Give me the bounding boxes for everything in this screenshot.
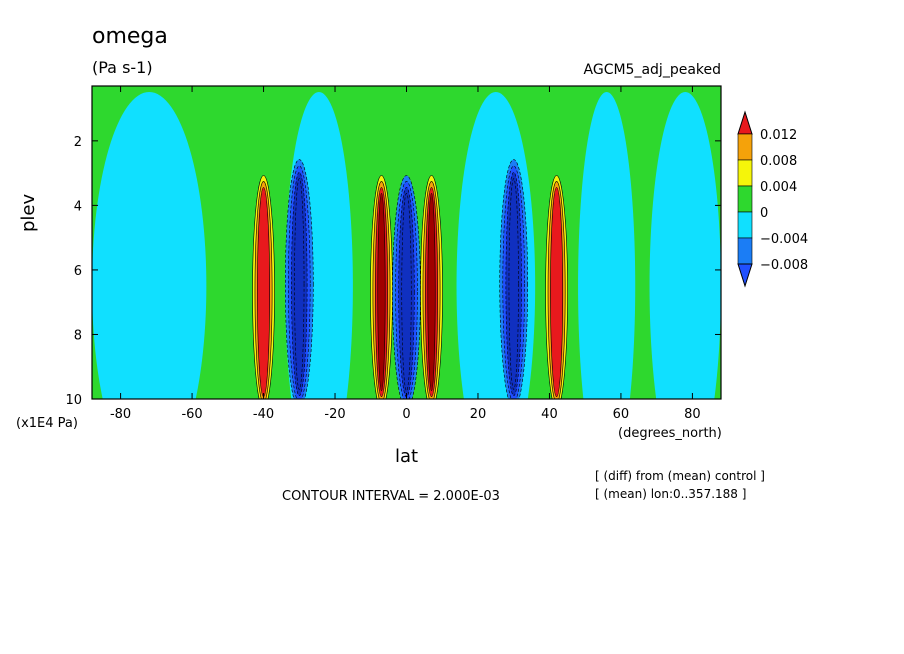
x-tick-label: 40 (541, 407, 558, 422)
x-axis-unit: (degrees_north) (618, 426, 722, 441)
y-tick-label: 8 (74, 328, 82, 343)
x-tick-label: -20 (324, 407, 345, 422)
y-tick-label: 4 (74, 199, 82, 214)
feature-1-level-3 (294, 178, 305, 390)
colorbar-segment (737, 133, 753, 161)
colorbar: 0.012 0.008 0.004 0 −0.004 −0.008 (737, 110, 808, 288)
x-tick-label: -40 (253, 407, 274, 422)
chart-units: (Pa s-1) (92, 58, 153, 77)
x-tick-label: -80 (110, 407, 131, 422)
colorbar-label: −0.004 (760, 232, 808, 247)
feature-2-level-3 (377, 193, 386, 392)
colorbar-segment (737, 211, 753, 239)
contour-field (92, 86, 721, 399)
colorbar-label: 0.004 (760, 180, 797, 195)
cyan-band-0 (92, 92, 207, 399)
y-ticks: 2 4 6 8 10 (65, 135, 721, 408)
cyan-band-3 (578, 92, 636, 399)
x-tick-label: 0 (402, 407, 410, 422)
x-tick-label: -60 (181, 407, 202, 422)
colorbar-top-arrow (737, 110, 753, 135)
x-tick-label: 80 (684, 407, 701, 422)
feature-0-level-2 (257, 187, 271, 398)
x-ticks: -80 -60 -40 -20 0 20 40 60 80 (110, 86, 701, 422)
colorbar-segment (737, 159, 753, 187)
y-axis-unit: (x1E4 Pa) (16, 416, 78, 431)
colorbar-label: 0.008 (760, 154, 797, 169)
contour-interval-note: CONTOUR INTERVAL = 2.000E-03 (282, 489, 500, 504)
x-tick-label: 20 (470, 407, 487, 422)
feature-4-level-3 (427, 193, 436, 392)
colorbar-label: 0.012 (760, 128, 797, 143)
mean-note: [ (mean) lon:0..357.188 ] (595, 487, 747, 501)
experiment-label: AGCM5_adj_peaked (583, 62, 721, 78)
colorbar-segment (737, 237, 753, 265)
colorbar-label: 0 (760, 206, 768, 221)
y-tick-label: 6 (74, 264, 82, 279)
chart-title: omega (92, 24, 168, 49)
y-tick-label: 10 (65, 393, 82, 408)
diff-note: [ (diff) from (mean) control ] (595, 469, 765, 483)
y-tick-label: 2 (74, 135, 82, 150)
feature-5-level-3 (508, 178, 519, 390)
colorbar-bottom-arrow (737, 263, 753, 288)
feature-3-level-3 (401, 193, 412, 392)
colorbar-segment (737, 185, 753, 213)
x-axis-label: lat (395, 446, 419, 467)
colorbar-label: −0.008 (760, 258, 808, 273)
feature-6-level-2 (550, 187, 564, 398)
x-tick-label: 60 (613, 407, 630, 422)
cyan-band-4 (649, 92, 721, 399)
